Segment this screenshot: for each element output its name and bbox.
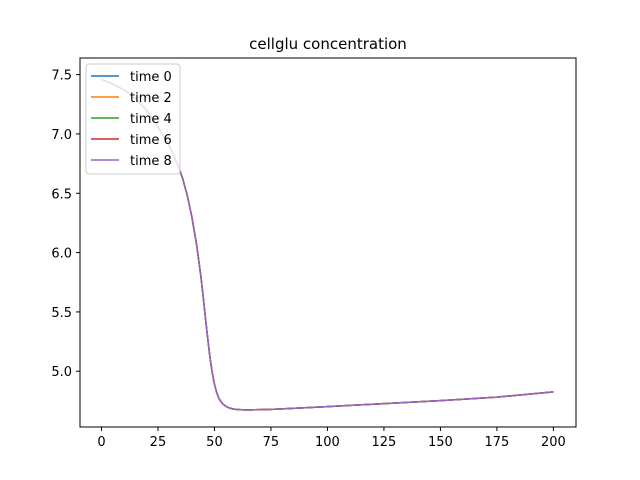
x-tick-label: 100 <box>315 435 340 450</box>
y-tick-label: 6.0 <box>51 247 72 262</box>
legend-label: time 6 <box>130 133 172 148</box>
y-axis: 5.0 5.5 6.0 6.5 7.0 7.5 <box>51 69 80 380</box>
y-tick-label: 5.5 <box>51 306 72 321</box>
x-tick-label: 200 <box>541 435 566 450</box>
legend-label: time 4 <box>130 112 172 127</box>
axes-frame <box>79 57 577 428</box>
y-tick-label: 7.5 <box>51 69 72 84</box>
x-tick-label: 75 <box>263 435 280 450</box>
x-tick-label: 25 <box>150 435 167 450</box>
x-tick-label: 150 <box>428 435 453 450</box>
x-tick-label: 175 <box>484 435 509 450</box>
legend-label: time 0 <box>130 70 172 85</box>
x-axis: 0 25 50 75 100 125 150 175 200 <box>97 427 566 450</box>
x-tick-label: 50 <box>206 435 223 450</box>
legend: time 0 time 2 time 4 time 6 time 8 <box>85 63 181 175</box>
legend-label: time 8 <box>130 154 172 169</box>
x-tick-label: 0 <box>97 435 105 450</box>
legend-box <box>85 63 181 175</box>
y-tick-label: 6.5 <box>51 187 72 202</box>
y-tick-label: 7.0 <box>51 128 72 143</box>
x-tick-label: 125 <box>372 435 397 450</box>
y-tick-label: 5.0 <box>51 365 72 380</box>
legend-label: time 2 <box>130 91 172 106</box>
chart-title: cellglu concentration <box>249 35 407 53</box>
